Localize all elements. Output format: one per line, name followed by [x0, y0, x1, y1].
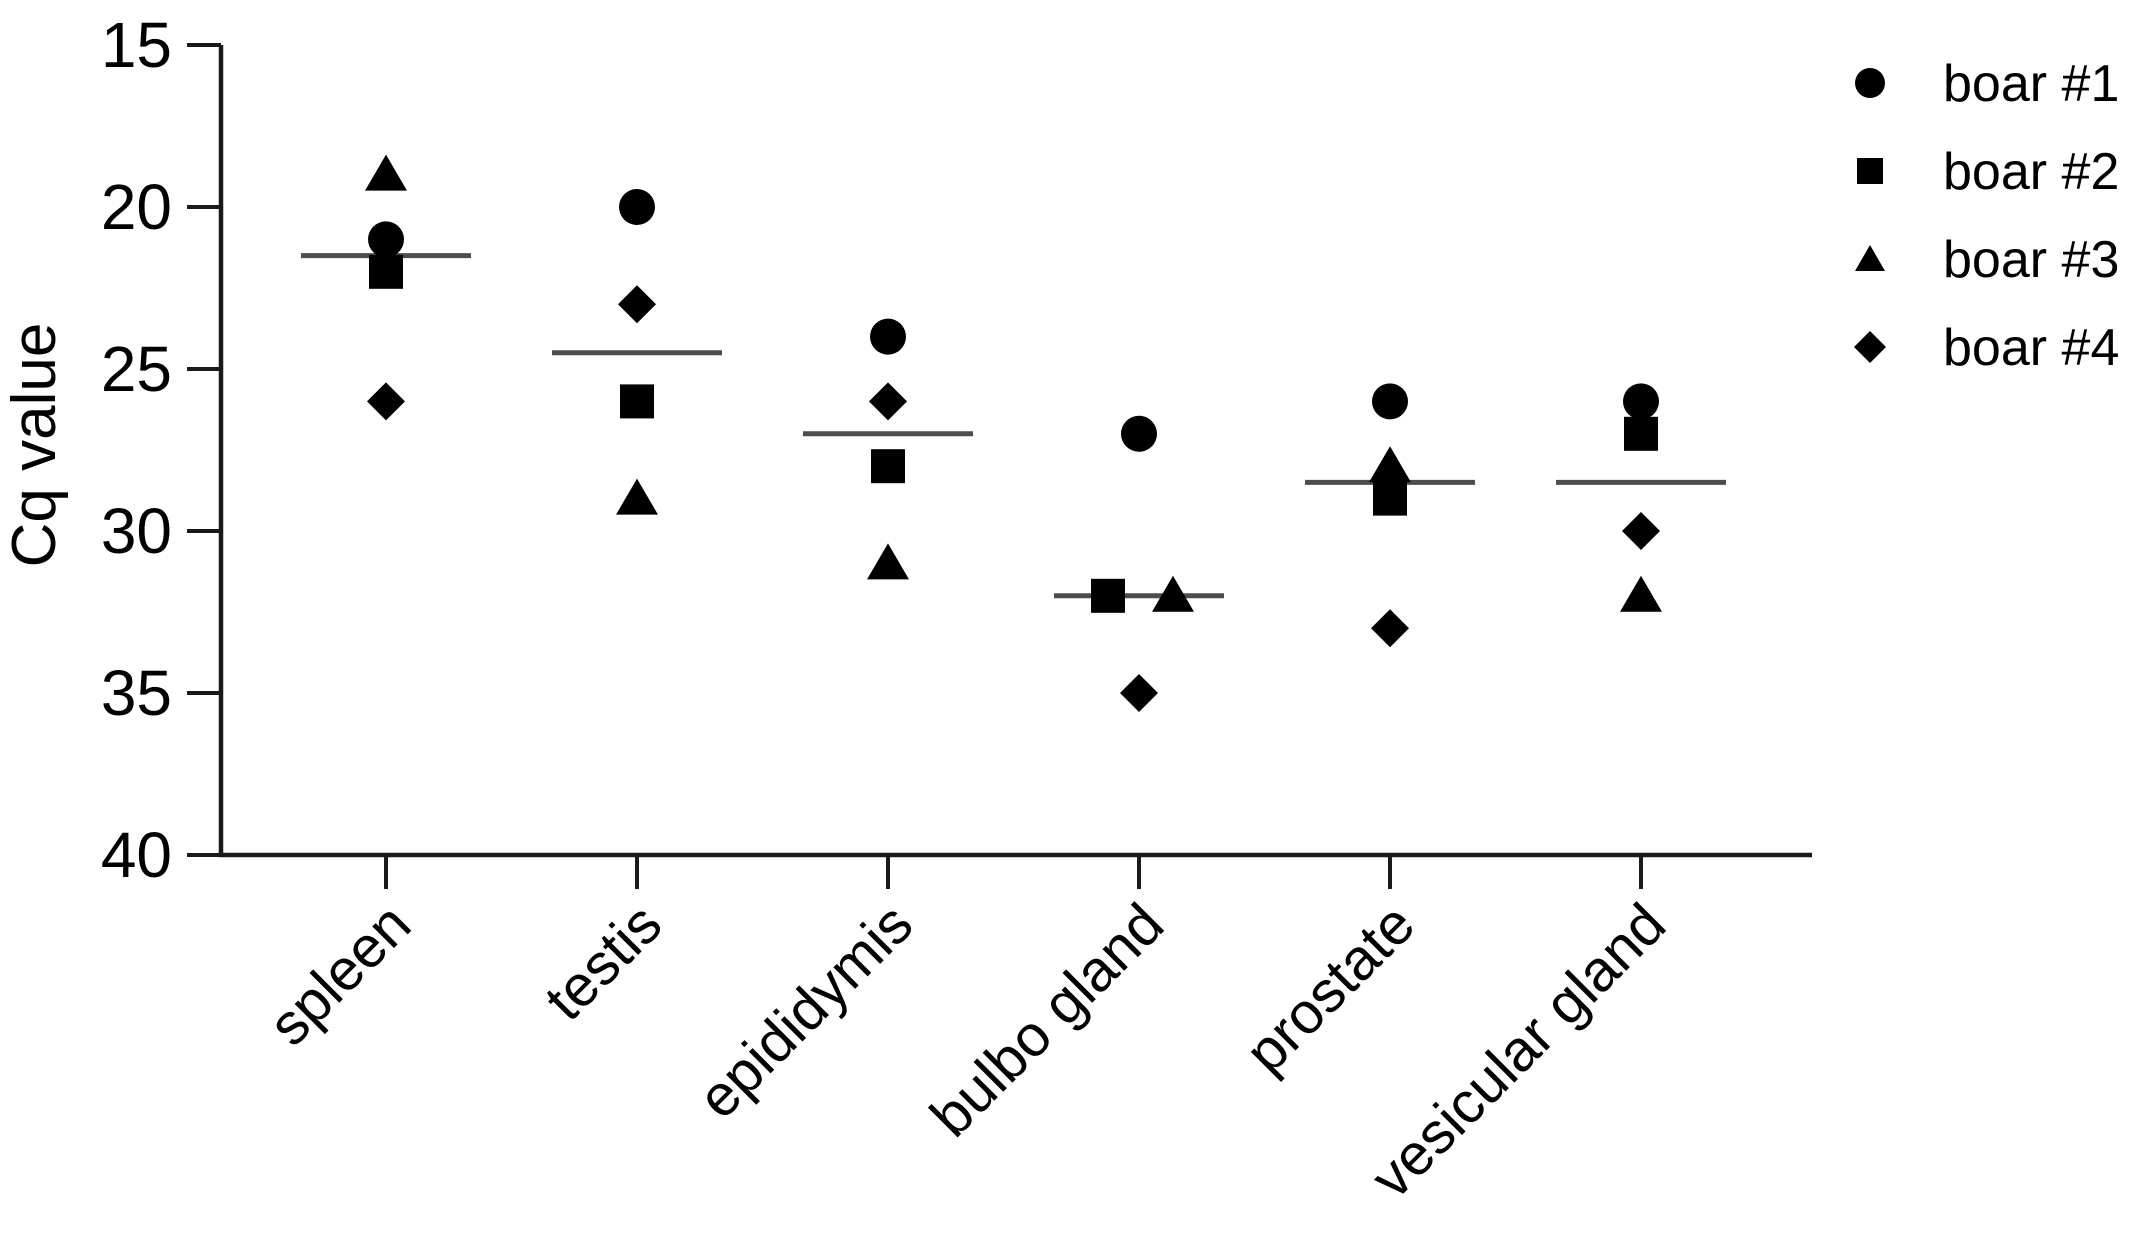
x-category-label-testis: testis	[533, 891, 675, 1033]
legend-marker-boar-4	[1854, 331, 1886, 363]
point-boar-3-prostate	[1369, 446, 1411, 483]
y-tick-label: 20	[101, 171, 172, 243]
point-boar-1-prostate	[1372, 383, 1408, 420]
y-axis-title: Cq value	[0, 323, 69, 568]
point-boar-4-spleen	[367, 382, 405, 421]
point-boar-3-spleen	[365, 154, 407, 191]
legend-label-boar-4: boar #4	[1943, 319, 2119, 377]
point-boar-1-spleen	[368, 221, 404, 258]
legend-label-boar-1: boar #1	[1943, 55, 2119, 113]
legend-marker-boar-3	[1855, 245, 1885, 271]
point-boar-2-prostate	[1373, 481, 1407, 516]
point-boar-3-bulbo-gland	[1152, 575, 1194, 612]
x-category-label-epididymis: epididymis	[685, 891, 925, 1131]
point-boar-2-spleen	[369, 254, 403, 289]
legend-marker-boar-2	[1857, 158, 1883, 184]
point-boar-2-vesicular-gland	[1624, 416, 1658, 451]
y-tick-label: 15	[101, 9, 172, 81]
point-boar-4-testis	[618, 285, 656, 324]
point-boar-1-epididymis	[870, 318, 906, 355]
point-boar-2-bulbo-gland	[1091, 578, 1125, 613]
y-tick-label: 35	[101, 657, 172, 729]
point-boar-4-prostate	[1371, 609, 1409, 648]
point-boar-4-vesicular-gland	[1622, 512, 1660, 550]
x-category-label-prostate: prostate	[1233, 891, 1427, 1085]
point-boar-2-epididymis	[871, 449, 905, 484]
legend-label-boar-2: boar #2	[1943, 143, 2119, 201]
point-boar-1-vesicular-gland	[1623, 383, 1659, 420]
point-boar-4-bulbo-gland	[1120, 674, 1158, 712]
point-boar-3-vesicular-gland	[1620, 575, 1662, 612]
y-tick-label: 30	[101, 495, 172, 567]
legend-marker-boar-1	[1855, 68, 1885, 98]
legend-label-boar-3: boar #3	[1943, 231, 2119, 289]
point-boar-2-testis	[620, 384, 654, 419]
x-category-label-spleen: spleen	[256, 891, 423, 1058]
y-tick-label: 40	[101, 819, 172, 891]
x-category-label-bulbo-gland: bulbo gland	[918, 891, 1176, 1149]
y-tick-label: 25	[101, 333, 172, 405]
point-boar-3-testis	[616, 478, 658, 515]
point-boar-3-epididymis	[867, 543, 909, 580]
point-boar-1-testis	[619, 189, 655, 225]
point-boar-4-epididymis	[869, 382, 907, 421]
point-boar-1-bulbo-gland	[1121, 415, 1157, 452]
